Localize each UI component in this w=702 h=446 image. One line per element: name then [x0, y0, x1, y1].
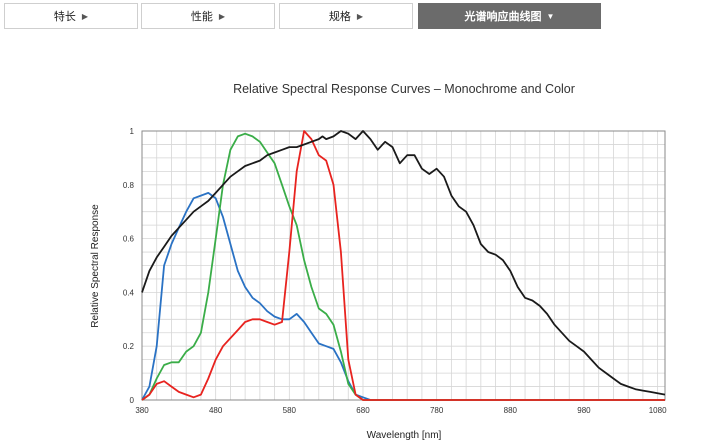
- x-tick-label: 880: [504, 406, 518, 415]
- x-tick-label: 1080: [649, 406, 667, 415]
- tab-bar: 特长 ▶ 性能 ▶ 规格 ▶ 光谱响应曲线图 ▼: [0, 0, 702, 32]
- tab-performance-label: 性能: [190, 11, 213, 23]
- tab-features-arrow-icon: ▶: [81, 11, 89, 21]
- y-tick-label: 0.4: [123, 288, 135, 297]
- chart-grid: [142, 131, 665, 400]
- x-tick-label: 380: [135, 406, 149, 415]
- y-axis-label: Relative Spectral Response: [90, 204, 101, 328]
- x-axis-label: Wavelength [nm]: [367, 430, 442, 441]
- x-tick-label: 480: [209, 406, 223, 415]
- x-tick-label: 780: [430, 406, 444, 415]
- tab-spectral-response[interactable]: 光谱响应曲线图 ▼: [418, 3, 601, 29]
- y-tick-label: 0.6: [123, 235, 135, 244]
- y-tick-label: 1: [130, 127, 135, 136]
- x-tick-label: 580: [283, 406, 297, 415]
- chart-series: [141, 130, 666, 401]
- tab-spectral-response-label: 光谱响应曲线图: [464, 11, 542, 23]
- y-tick-label: 0: [130, 396, 135, 405]
- x-tick-label: 980: [577, 406, 591, 415]
- x-tick-label: 680: [356, 406, 370, 415]
- y-tick-label: 0.2: [123, 342, 135, 351]
- tab-specifications[interactable]: 规格 ▶: [279, 3, 413, 29]
- tab-specifications-label: 规格: [328, 11, 351, 23]
- tab-performance-arrow-icon: ▶: [218, 11, 226, 21]
- chart-title: Relative Spectral Response Curves – Mono…: [233, 82, 575, 96]
- series-line-blue: [141, 192, 665, 401]
- tab-features[interactable]: 特长 ▶: [4, 3, 138, 29]
- axis-ticks: 380 480 580 680 780 880 980 1080 0 0.2 0.4 0.6 0.8 1: [123, 127, 667, 415]
- series-line-green: [141, 132, 665, 401]
- tab-features-label: 特长: [53, 11, 76, 23]
- tab-spectral-response-arrow-icon: ▼: [546, 11, 555, 21]
- tab-performance[interactable]: 性能 ▶: [141, 3, 275, 29]
- y-tick-label: 0.8: [123, 181, 135, 190]
- series-line-red: [141, 130, 665, 401]
- tab-specifications-arrow-icon: ▶: [356, 11, 364, 21]
- series-line-mono: [141, 130, 666, 396]
